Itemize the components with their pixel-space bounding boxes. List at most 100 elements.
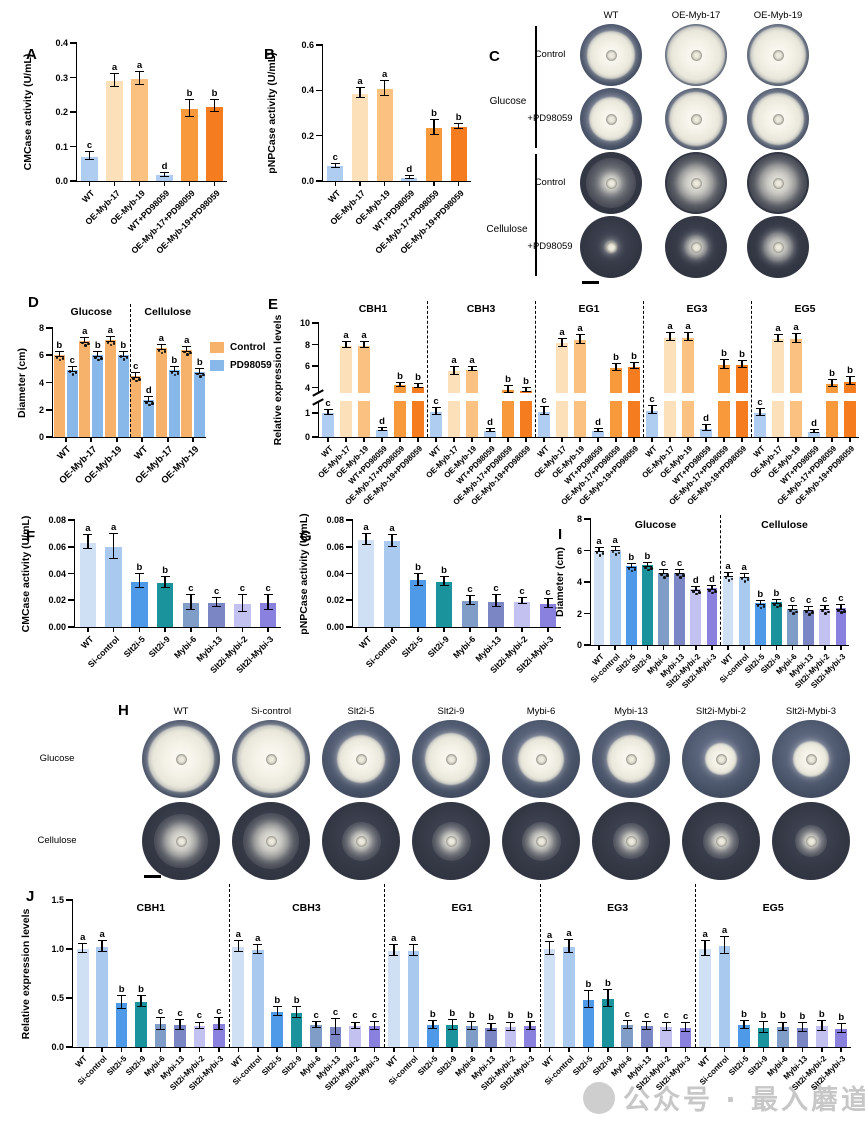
y-tick-mark [312,365,319,367]
x-tick-mark [525,437,527,442]
error-bar [486,1023,496,1032]
x-tick-label-text: WT [356,634,374,651]
agar-plug [773,178,784,189]
sig-letter: c [332,151,338,163]
x-tick-mark [547,627,549,632]
data-point-dot [595,551,599,554]
group-divider [129,304,131,437]
x-tick-label-text: WT [78,634,95,651]
y-tick-label: 0.06 [326,541,344,552]
data-point-dot [112,342,116,345]
petri-dish [412,802,490,880]
error-bar [331,1017,341,1036]
plot-area: 0.0 0.5 1.0 1.5 a a b b c c c c a a b b c c c c a a b b b b b b a a b b… [51,884,851,1092]
error-bar [185,98,194,117]
error-bar [683,331,693,342]
petri-dish [747,24,809,86]
subpanel-title: CBH1 [136,902,166,914]
subpanel-title: Glucose [634,519,677,531]
sig-letter: a [389,523,395,535]
sig-letter: a [235,929,241,941]
bar [351,93,369,181]
y-tick-mark [312,412,319,414]
y-tick-label: 0.04 [48,568,66,579]
error-bar [517,596,527,605]
petri-dish [502,802,580,880]
x-tick-mark [334,1047,337,1052]
x-tick-mark [393,1047,395,1052]
y-tick-label: 0.06 [48,541,66,552]
data-point-dot [202,373,205,377]
sig-letter: b [196,356,203,368]
data-point-dot [106,341,110,344]
x-tick-mark [561,437,563,442]
bar [310,1025,322,1047]
error-bar [136,995,146,1007]
sig-letter: c [519,585,525,597]
error-bar [454,123,464,130]
y-tick-mark [68,572,75,575]
sig-letter: a [357,76,363,88]
data-point-dot [633,568,637,571]
sig-letter: c [352,1010,358,1022]
plot-area: 0 1 4 6 8 10 c a a d b b c a a d b b c a a d b b c a a d b b c a a d b b CBH… [300,301,859,507]
subpanel-title: Cellulose [144,306,192,318]
bar [808,432,820,437]
bar [690,589,702,645]
bar [206,106,223,181]
y-tick-label: 0.5 [51,993,64,1003]
data-point-dot [151,402,154,405]
x-tick-mark [587,1047,590,1052]
error-bar [681,1022,691,1033]
x-tick-mark [813,437,815,442]
data-point-dot [61,357,65,360]
bar [646,410,658,437]
error-bar [408,944,418,956]
error-bar [395,381,405,388]
error-bar [311,1020,321,1029]
sig-letter: b [162,564,169,576]
error-bar [701,424,711,431]
sig-letter: d [406,164,413,176]
y-tick-mark [316,89,323,92]
data-point-dot [711,591,715,595]
bar [234,604,251,627]
data-point-dot [775,605,779,609]
petri-dish [322,802,400,880]
bar [610,368,622,437]
sig-letter: c [663,1010,669,1022]
bar [682,337,694,437]
y-tick-label: 0.4 [301,85,314,96]
sig-letter: a [469,355,475,367]
error-bar [272,1005,282,1016]
y-tick-mark [584,549,591,552]
x-tick-label-text: Slt2i-5 [571,1054,595,1078]
data-point-dot [157,349,161,352]
petri-dish [592,720,670,798]
legend-swatch [210,359,224,371]
data-point-dot [148,403,151,407]
error-bar [156,1016,166,1031]
petri-dish [232,802,310,880]
bar [722,575,734,645]
bar [131,79,148,181]
error-bar [661,1021,671,1032]
sig-letter: c [371,1009,378,1021]
y-tick-label: 0 [38,432,44,442]
error-bar [292,1005,302,1018]
x-tick-mark [490,1047,492,1052]
agar-plug [691,114,702,125]
y-tick-label: 1 [304,408,310,418]
bar [593,550,605,645]
error-bar [431,406,441,415]
y-tick-label: 0 [304,432,310,442]
bar [76,949,89,1047]
bar [485,1028,497,1047]
panel-C-colony-photos: C WT OE-Myb-17 OE-Myb-19 Glucose Cellulose Con… [486,4,863,288]
x-tick-label-text: Slt2i-5 [260,1054,284,1078]
error-bar [603,989,613,1007]
plot-area: 0.00 0.02 0.04 0.06 0.08 a a b b c c c c WT Si-control… [326,515,561,675]
bar [487,601,505,627]
data-point-dot [183,350,186,354]
x-tick-mark [548,1047,551,1052]
